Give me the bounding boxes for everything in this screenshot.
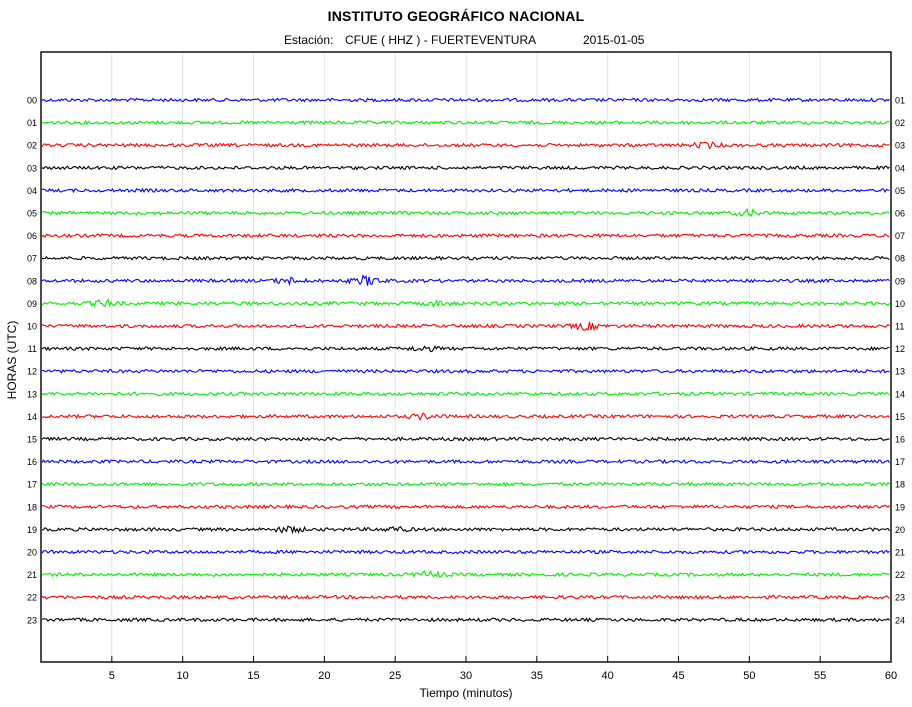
hour-label-left: 23 xyxy=(27,615,37,625)
hour-label-right: 12 xyxy=(895,344,905,354)
hour-label-right: 21 xyxy=(895,548,905,558)
trace-08 xyxy=(41,274,890,287)
trace-11 xyxy=(41,345,890,353)
hour-label-right: 11 xyxy=(895,322,904,332)
hour-label-left: 19 xyxy=(27,525,37,535)
x-tick-label: 45 xyxy=(672,670,684,682)
hour-label-left: 04 xyxy=(27,186,37,196)
trace-07 xyxy=(41,255,890,261)
hour-label-right: 24 xyxy=(895,615,905,625)
hour-label-right: 07 xyxy=(895,231,905,241)
hour-label-right: 10 xyxy=(895,299,905,309)
x-axis-ticks: 5 10 15 20 25 30 35 40 45 50 55 60 xyxy=(109,656,897,682)
trace-09 xyxy=(41,298,890,308)
trace-06 xyxy=(41,232,890,239)
hour-label-right: 08 xyxy=(895,254,905,264)
x-tick-label: 40 xyxy=(602,670,614,682)
trace-13 xyxy=(41,391,890,397)
trace-19 xyxy=(41,525,890,535)
trace-10 xyxy=(41,321,890,332)
x-tick-label: 10 xyxy=(177,670,189,682)
station-prefix: Estación: xyxy=(284,33,334,47)
hour-label-right: 23 xyxy=(895,593,905,603)
hour-label-right: 14 xyxy=(895,389,905,399)
hour-label-right: 13 xyxy=(895,367,905,377)
hour-label-left: 01 xyxy=(27,118,37,128)
x-axis-label: Tiempo (minutos) xyxy=(420,686,513,700)
trace-16 xyxy=(41,458,890,465)
hour-label-right: 22 xyxy=(895,570,905,580)
hour-label-left: 02 xyxy=(27,141,37,151)
hour-label-left: 07 xyxy=(27,254,37,264)
y-axis-label: HORAS (UTC) xyxy=(5,321,19,400)
trace-20 xyxy=(41,549,890,555)
hour-label-left: 16 xyxy=(27,457,37,467)
hour-label-left: 08 xyxy=(27,276,37,286)
hour-label-right: 20 xyxy=(895,525,905,535)
trace-03 xyxy=(41,165,890,171)
x-tick-label: 25 xyxy=(389,670,401,682)
station-date: 2015-01-05 xyxy=(583,33,645,47)
trace-22 xyxy=(41,594,890,600)
trace-21 xyxy=(41,569,890,578)
hour-label-right: 01 xyxy=(895,96,905,106)
trace-15 xyxy=(41,436,890,442)
trace-18 xyxy=(41,504,890,510)
x-tick-label: 30 xyxy=(460,670,472,682)
hour-label-right: 02 xyxy=(895,118,905,128)
trace-01 xyxy=(41,119,890,126)
hour-label-right: 03 xyxy=(895,141,905,151)
x-tick-label: 35 xyxy=(531,670,543,682)
x-tick-label: 15 xyxy=(247,670,259,682)
hour-label-left: 15 xyxy=(27,435,37,445)
hour-label-right: 17 xyxy=(895,457,905,467)
x-tick-label: 50 xyxy=(743,670,755,682)
hour-label-left: 12 xyxy=(27,367,37,377)
hour-label-left: 18 xyxy=(27,502,37,512)
x-tick-label: 20 xyxy=(318,670,330,682)
hour-label-left: 21 xyxy=(27,570,37,580)
hour-label-right: 04 xyxy=(895,163,905,173)
chart-subtitle: Estación: CFUE ( HHZ ) - FUERTEVENTURA 2… xyxy=(0,33,912,49)
hour-label-left: 03 xyxy=(27,163,37,173)
trace-05 xyxy=(41,207,890,218)
hour-label-left: 06 xyxy=(27,231,37,241)
trace-23 xyxy=(41,617,890,623)
hour-label-left: 00 xyxy=(27,96,37,106)
hour-label-right: 06 xyxy=(895,209,905,219)
hour-label-left: 11 xyxy=(28,344,37,354)
row-labels: 00 01 01 02 02 03 03 04 04 05 05 06 06 07 07 08 08 09 09 10… xyxy=(27,96,905,626)
hour-label-right: 19 xyxy=(895,502,905,512)
hour-label-left: 17 xyxy=(27,480,37,490)
hour-label-right: 18 xyxy=(895,480,905,490)
seismic-traces xyxy=(41,97,890,623)
x-tick-label: 5 xyxy=(109,670,115,682)
hour-label-right: 15 xyxy=(895,412,905,422)
hour-label-left: 05 xyxy=(27,209,37,219)
hour-label-right: 16 xyxy=(895,435,905,445)
trace-12 xyxy=(41,368,890,374)
hour-label-left: 20 xyxy=(27,548,37,558)
hour-label-left: 10 xyxy=(27,322,37,332)
station-name: CFUE ( HHZ ) - FUERTEVENTURA xyxy=(345,33,537,47)
hour-label-left: 14 xyxy=(27,412,37,422)
hour-label-left: 09 xyxy=(27,299,37,309)
trace-17 xyxy=(41,481,890,487)
hour-label-right: 05 xyxy=(895,186,905,196)
trace-14 xyxy=(42,412,890,422)
x-tick-label: 60 xyxy=(885,670,897,682)
hour-label-left: 13 xyxy=(27,389,37,399)
grid-lines xyxy=(111,52,821,662)
trace-04 xyxy=(41,187,890,194)
x-tick-label: 55 xyxy=(814,670,826,682)
trace-02 xyxy=(41,141,890,150)
hour-label-right: 09 xyxy=(895,276,905,286)
hour-label-left: 22 xyxy=(27,593,37,603)
chart-title: INSTITUTO GEOGRÁFICO NACIONAL xyxy=(327,8,585,24)
trace-00 xyxy=(41,97,890,103)
